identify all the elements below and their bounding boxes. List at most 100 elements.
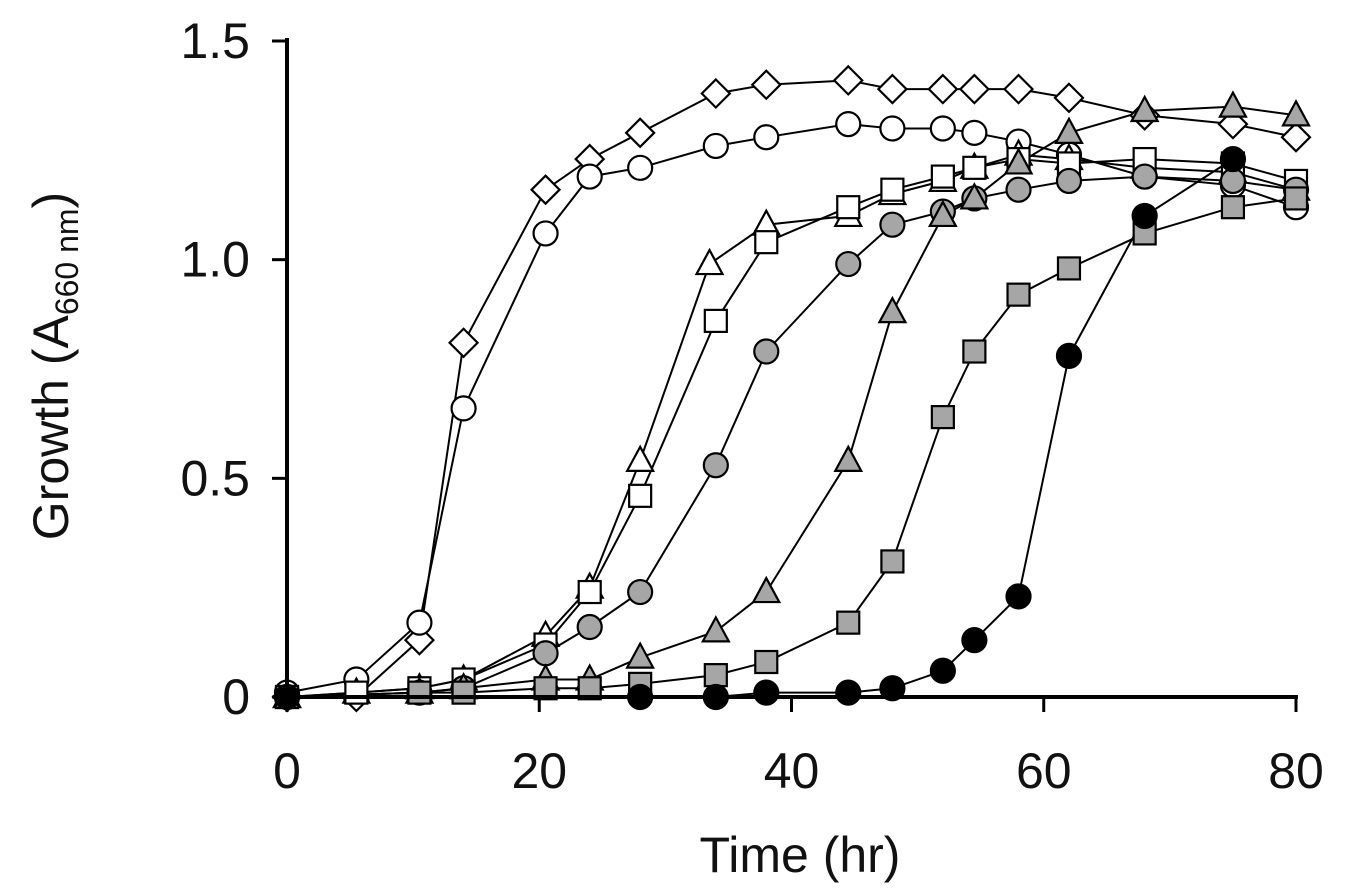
point-gray-triangle-9 <box>877 295 908 324</box>
point-gray-triangle-10 <box>928 199 958 228</box>
point-gray-square-13 <box>1056 256 1082 281</box>
point-open-square-11 <box>930 164 955 189</box>
point-gray-circle-13 <box>1055 167 1083 195</box>
x-tick-label-1: 20 <box>511 743 567 799</box>
x-axis-label: Time (hr) <box>700 827 901 883</box>
point-black-circle-7 <box>961 627 988 654</box>
point-open-square-7 <box>703 308 728 333</box>
point-gray-square-8 <box>836 610 861 635</box>
y-tick-label-1: 0.5 <box>180 450 250 506</box>
point-open-circle-9 <box>835 110 862 138</box>
point-open-circle-4 <box>532 220 559 247</box>
x-tick-label-0: 0 <box>273 743 301 799</box>
point-gray-triangle-12 <box>1003 147 1034 175</box>
point-open-circle-10 <box>879 115 906 142</box>
point-black-circle-3 <box>753 679 780 706</box>
point-gray-circle-8 <box>835 250 862 278</box>
point-gray-square-6 <box>703 663 728 688</box>
point-open-diamond-14 <box>1053 82 1085 114</box>
tick-layer: 0 20 40 60 80 0 0.5 1.0 1.5 <box>180 13 1323 799</box>
point-gray-triangle-5 <box>625 641 655 669</box>
x-tick-label-3: 60 <box>1016 743 1072 799</box>
point-open-diamond-10 <box>876 73 908 105</box>
point-gray-triangle-14 <box>1129 94 1160 123</box>
point-open-diamond-12 <box>958 73 990 105</box>
series-line-gray-circle <box>286 175 1297 698</box>
point-open-square-10 <box>880 177 905 202</box>
point-gray-square-2 <box>451 680 476 705</box>
series-markers-open-circle <box>273 110 1310 706</box>
point-gray-square-3 <box>533 676 558 701</box>
point-open-square-6 <box>628 483 653 508</box>
point-open-square-1 <box>344 680 369 705</box>
label-layer: Time (hr) Growth (A660 nm) <box>23 192 900 883</box>
point-open-circle-5 <box>576 163 603 190</box>
point-gray-square-1 <box>407 680 432 705</box>
point-open-diamond-9 <box>832 64 864 96</box>
point-open-diamond-7 <box>700 77 732 110</box>
series-markers-gray-square <box>274 186 1309 710</box>
point-gray-triangle-13 <box>1054 116 1084 144</box>
point-black-circle-11 <box>1219 145 1247 173</box>
point-open-diamond-11 <box>927 73 959 105</box>
point-gray-square-16 <box>1283 186 1309 211</box>
point-gray-square-15 <box>1220 195 1246 220</box>
point-open-circle-11 <box>929 115 956 142</box>
point-gray-triangle-8 <box>833 444 864 472</box>
y-tick-label-0: 0 <box>222 669 250 725</box>
x-tick-label-4: 80 <box>1268 743 1324 799</box>
point-gray-circle-12 <box>1005 176 1032 203</box>
point-gray-triangle-16 <box>1281 99 1311 127</box>
point-gray-triangle-7 <box>751 575 782 604</box>
point-open-diamond-17 <box>1280 121 1312 153</box>
point-open-square-12 <box>962 155 987 180</box>
point-black-circle-9 <box>1055 342 1083 369</box>
point-open-circle-6 <box>627 154 654 181</box>
point-black-circle-6 <box>929 657 956 684</box>
point-open-circle-3 <box>450 395 477 422</box>
point-black-circle-10 <box>1131 202 1158 230</box>
point-open-circle-12 <box>961 119 988 146</box>
axes-layer <box>285 38 1298 699</box>
series-line-gray-square <box>286 197 1297 698</box>
y-axis-label-sub: 660 nm <box>49 208 85 315</box>
point-open-circle-2 <box>406 609 433 636</box>
point-gray-triangle-15 <box>1218 90 1248 118</box>
y-tick-label-2: 1.0 <box>180 232 250 288</box>
point-gray-circle-6 <box>702 452 729 479</box>
point-open-square-8 <box>754 230 779 255</box>
point-open-square-5 <box>577 579 602 605</box>
point-open-circle-8 <box>753 124 780 151</box>
y-axis-label-close: ) <box>23 192 79 209</box>
point-gray-circle-14 <box>1131 163 1158 190</box>
point-gray-circle-4 <box>576 613 603 641</box>
point-open-diamond-8 <box>750 69 782 101</box>
y-axis-label: Growth (A660 nm) <box>23 192 85 540</box>
series-layer <box>271 64 1312 713</box>
series-line-open-diamond <box>287 79 1297 698</box>
point-gray-square-9 <box>880 549 905 574</box>
point-gray-square-12 <box>1006 282 1031 307</box>
series-line-open-circle <box>286 123 1297 694</box>
point-open-diamond-4 <box>530 174 562 206</box>
point-gray-circle-7 <box>753 338 780 365</box>
point-gray-circle-5 <box>627 578 654 606</box>
point-open-triangle-6 <box>625 444 655 472</box>
point-gray-circle-15 <box>1219 167 1247 195</box>
y-tick-label-3: 1.5 <box>180 13 250 69</box>
point-gray-square-4 <box>577 676 602 701</box>
point-open-diamond-13 <box>1002 73 1035 105</box>
x-tick-label-2: 40 <box>764 743 820 799</box>
point-open-square-9 <box>836 195 861 220</box>
point-gray-square-10 <box>930 405 955 430</box>
point-gray-triangle-11 <box>959 182 990 210</box>
point-open-diamond-6 <box>624 117 656 149</box>
point-gray-square-11 <box>962 339 987 364</box>
point-gray-square-7 <box>754 649 779 675</box>
series-line-gray-triangle <box>286 105 1297 698</box>
point-gray-triangle-6 <box>700 615 731 643</box>
point-gray-circle-3 <box>532 640 559 667</box>
point-open-diamond-3 <box>448 327 480 359</box>
